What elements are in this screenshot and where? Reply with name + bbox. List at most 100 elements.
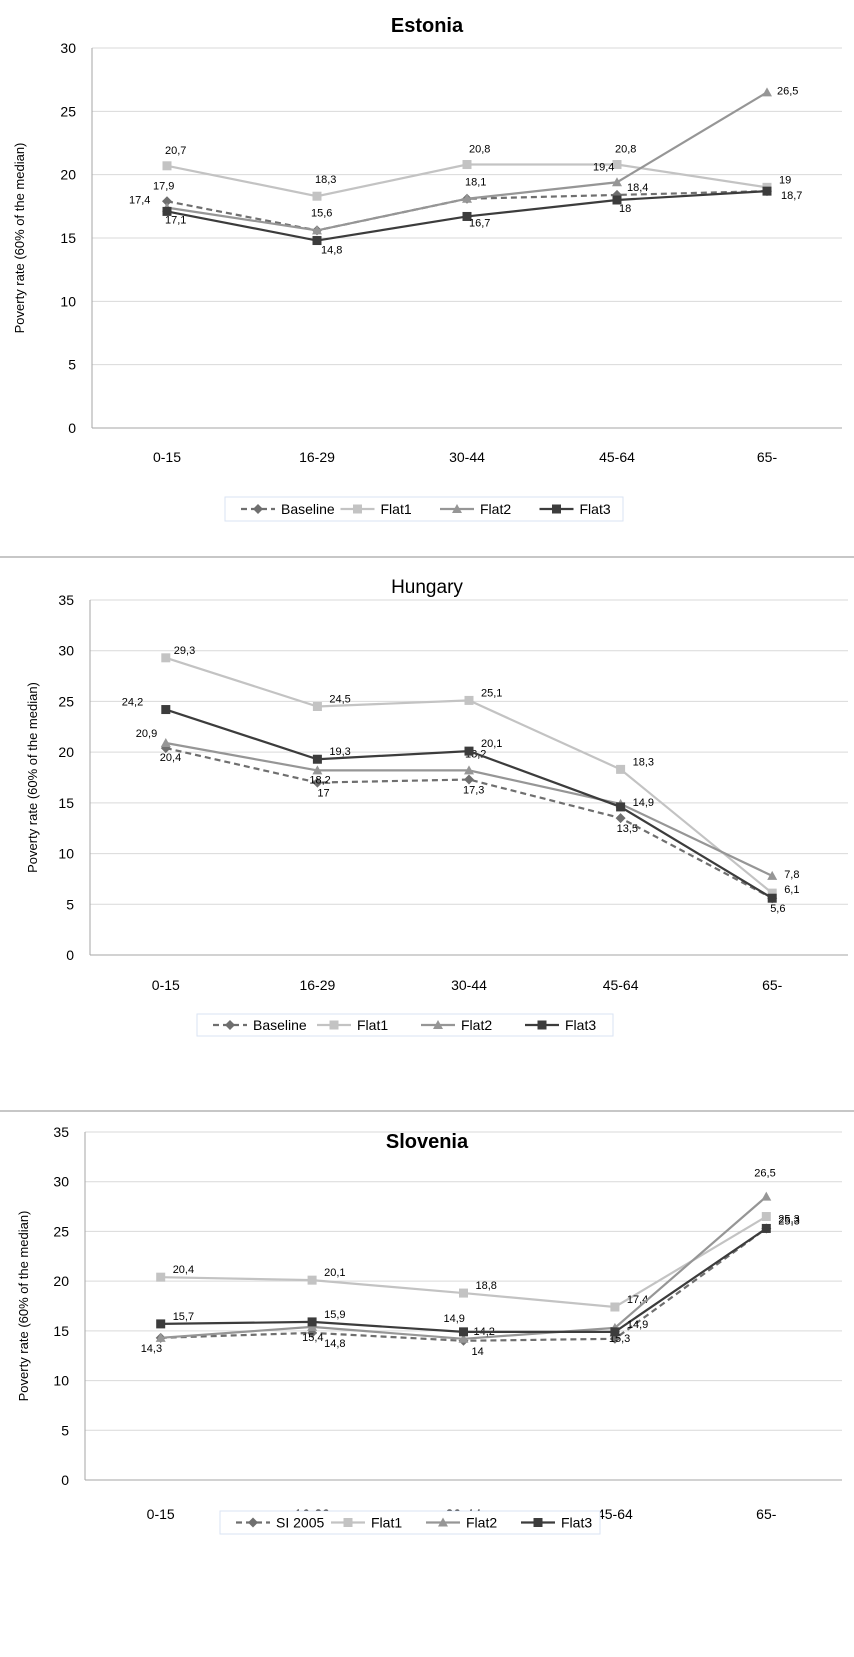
- data-label: 26,5: [777, 85, 798, 97]
- x-tick-label: 0-15: [152, 977, 180, 993]
- y-tick-label: 15: [53, 1323, 69, 1339]
- data-point-flat3: [313, 755, 322, 764]
- data-label: 20,8: [469, 144, 490, 156]
- data-label: 18,1: [465, 177, 486, 189]
- data-label: 17,4: [627, 1294, 648, 1306]
- series-flat3: [161, 705, 776, 903]
- data-label: 29,3: [174, 645, 195, 657]
- data-label: 14,9: [444, 1313, 465, 1325]
- data-label: 24,2: [122, 697, 143, 709]
- y-tick-label: 5: [68, 357, 76, 373]
- x-tick-label: 65-: [762, 977, 783, 993]
- data-point-flat3: [768, 894, 777, 903]
- legend-marker: [344, 1518, 353, 1527]
- x-tick-label: 16-29: [299, 977, 335, 993]
- x-tick-label: 65-: [757, 449, 778, 465]
- data-label: 18,2: [309, 774, 330, 786]
- data-label: 20,4: [160, 752, 181, 764]
- y-tick-label: 20: [53, 1273, 69, 1289]
- y-tick-label: 5: [66, 896, 74, 912]
- data-point-flat3: [616, 802, 625, 811]
- legend-label: Flat1: [371, 1515, 402, 1531]
- legend-label: Baseline: [253, 1017, 307, 1033]
- data-label: 15,7: [173, 1311, 194, 1323]
- data-point-flat3: [156, 1319, 165, 1328]
- data-label: 26,5: [754, 1168, 775, 1180]
- data-label: 18: [619, 203, 631, 215]
- chart-legend: Baseline Flat1 Flat2 Flat3: [225, 497, 623, 521]
- data-point-flat3: [308, 1317, 317, 1326]
- legend-label: Flat2: [461, 1017, 492, 1033]
- data-point-flat1: [308, 1276, 317, 1285]
- hungary-chart-panel: Hungary 0 5 10 15 20 25 30 35 0-15 16-29 30-44 45-64…: [0, 558, 854, 1110]
- data-point-flat1: [459, 1289, 468, 1298]
- y-tick-label: 0: [66, 947, 74, 963]
- data-label: 19,3: [329, 746, 350, 758]
- data-label: 19,4: [593, 161, 614, 173]
- hungary-chart-svg: Hungary 0 5 10 15 20 25 30 35 0-15 16-29 30-44 45-64…: [0, 558, 854, 1110]
- legend-label: Flat3: [565, 1017, 596, 1033]
- legend-label: Flat1: [357, 1017, 388, 1033]
- data-point-flat1: [610, 1302, 619, 1311]
- x-tick-label: 65-: [756, 1506, 777, 1522]
- x-tick-label: 45-64: [597, 1506, 633, 1522]
- y-tick-label: 0: [68, 420, 76, 436]
- data-label: 5,6: [770, 903, 785, 915]
- estonia-chart-svg: Estonia 0 5 10 15 20 25 30 0-15 16-29 30-44 45-64 65…: [0, 0, 854, 556]
- x-tick-label: 45-64: [599, 449, 635, 465]
- data-label: 17,4: [129, 195, 150, 207]
- chart-legend: Baseline Flat1 Flat2 Flat3: [197, 1014, 613, 1036]
- y-tick-label: 15: [58, 795, 74, 811]
- y-tick-label: 30: [53, 1174, 69, 1190]
- y-axis-label: Poverty rate (60% of the median): [25, 682, 40, 873]
- data-label: 18,4: [627, 182, 648, 194]
- data-label: 19: [779, 174, 791, 186]
- x-tick-label: 0-15: [147, 1506, 175, 1522]
- legend-marker: [330, 1021, 339, 1030]
- data-label: 25,3: [778, 1213, 799, 1225]
- legend-marker: [353, 505, 362, 514]
- data-point-flat1: [313, 192, 322, 201]
- y-tick-label: 10: [58, 846, 74, 862]
- data-point-flat3: [465, 747, 474, 756]
- data-label: 18,3: [315, 174, 336, 186]
- data-label: 17,9: [153, 180, 174, 192]
- data-label: 16,7: [469, 217, 490, 229]
- data-label: 18,3: [633, 756, 654, 768]
- data-label: 14,8: [324, 1338, 345, 1350]
- y-tick-label: 5: [61, 1422, 69, 1438]
- data-label: 20,1: [324, 1267, 345, 1279]
- legend-label: Flat3: [580, 501, 611, 517]
- data-point-baseline: [464, 775, 474, 785]
- data-label: 14: [472, 1346, 484, 1358]
- series-line-flat3: [166, 710, 772, 899]
- data-label: 18,8: [476, 1280, 497, 1292]
- data-label: 25,1: [481, 687, 502, 699]
- y-tick-label: 10: [53, 1373, 69, 1389]
- x-tick-label: 45-64: [603, 977, 639, 993]
- legend-marker: [538, 1021, 547, 1030]
- chart-title: Estonia: [391, 15, 464, 37]
- data-label: 7,8: [784, 869, 799, 881]
- data-label: 20,7: [165, 145, 186, 157]
- data-point-flat3: [763, 187, 772, 196]
- data-label: 17,3: [463, 785, 484, 797]
- data-point-flat1: [616, 765, 625, 774]
- y-tick-label: 30: [60, 40, 76, 56]
- legend-label: Flat2: [480, 501, 511, 517]
- data-label: 14,3: [141, 1343, 162, 1355]
- data-point-flat1: [161, 653, 170, 662]
- data-label: 14,8: [321, 245, 342, 257]
- data-point-flat2: [761, 1192, 771, 1201]
- legend-label: Baseline: [281, 501, 335, 517]
- slovenia-chart-panel: Slovenia051015202530350-1516-2930-4445-6…: [0, 1112, 854, 1657]
- data-label: 17,1: [165, 214, 186, 226]
- data-label: 15,4: [302, 1332, 323, 1344]
- data-label: 20,8: [615, 144, 636, 156]
- y-tick-label: 20: [60, 167, 76, 183]
- series-line-flat2: [166, 743, 772, 876]
- x-tick-label: 16-29: [299, 449, 335, 465]
- data-label: 17: [317, 788, 329, 800]
- data-label: 14,9: [633, 797, 654, 809]
- y-tick-label: 0: [61, 1472, 69, 1488]
